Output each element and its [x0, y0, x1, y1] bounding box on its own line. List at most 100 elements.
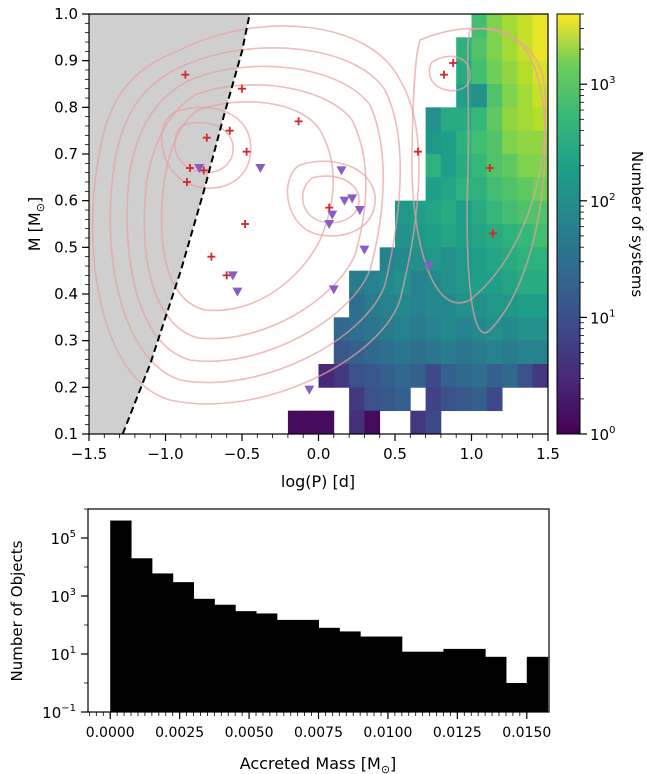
heatmap-cell — [425, 317, 442, 342]
colorbar-tick-label: 102 — [590, 192, 615, 211]
heatmap-cell — [532, 270, 548, 295]
heatmap-cell — [486, 14, 503, 38]
heatmap-cell — [486, 270, 503, 295]
heatmap-cell — [532, 247, 548, 272]
heatmap-cell — [456, 224, 472, 248]
heatmap-cell — [502, 14, 518, 38]
heatmap-cell — [471, 84, 488, 108]
histogram-bar — [401, 651, 424, 712]
y-axis-label-group: M [M⊙] — [25, 197, 47, 251]
heatmap-cell — [517, 107, 534, 132]
heatmap-cell — [532, 130, 548, 155]
heatmap-cell — [364, 410, 381, 434]
heatmap-cell — [486, 84, 503, 108]
plus-marker — [485, 164, 494, 172]
heatmap-cell — [425, 107, 442, 132]
heatmap-cell — [440, 364, 457, 388]
histogram-bar — [256, 613, 278, 712]
heatmap-cell — [379, 247, 396, 272]
x-tick-label: 1.5 — [536, 445, 560, 463]
density-contour — [466, 27, 546, 334]
heatmap-cell — [425, 154, 442, 178]
heatmap-cell — [502, 177, 518, 202]
triangle-marker — [327, 210, 338, 220]
heatmap-cell — [471, 107, 488, 132]
y-tick-label: 0.9 — [54, 52, 78, 70]
heatmap-cell — [456, 270, 472, 295]
histogram-bar — [443, 648, 465, 712]
density-contour — [301, 175, 360, 224]
forbidden-region — [89, 14, 250, 434]
x-tick-label: −1.0 — [147, 445, 183, 463]
heatmap-cell — [440, 130, 457, 155]
triangle-marker — [194, 164, 205, 173]
heatmap-cell — [532, 317, 548, 342]
y-tick-label: 0.8 — [54, 98, 78, 116]
heatmap-cell — [471, 154, 488, 178]
heatmap-cell — [410, 410, 426, 434]
heatmap-cell — [502, 130, 518, 155]
heatmap-cell — [532, 14, 548, 38]
heatmap-cell — [410, 317, 426, 342]
triangle-marker — [347, 194, 358, 204]
heatmap-cell — [502, 60, 518, 85]
heatmap-cell — [379, 364, 396, 388]
heatmap-cell — [410, 364, 426, 388]
heatmap-cell — [395, 317, 411, 342]
density-contour — [286, 160, 376, 237]
hist-y-axis-label: Number of Objects — [8, 540, 26, 681]
triangle-marker — [359, 245, 370, 255]
plus-markers — [181, 59, 497, 280]
heatmap-cell — [395, 224, 411, 248]
heatmap-cell — [471, 294, 488, 318]
heatmap-cell — [349, 364, 365, 388]
heatmap-cell — [502, 37, 518, 62]
hist-y-tick-label: 105 — [51, 529, 76, 548]
density-contour — [160, 101, 334, 312]
heatmap-cell — [517, 340, 534, 365]
histogram-bar — [505, 683, 528, 712]
density-contour — [428, 55, 471, 92]
heatmap-cell — [471, 364, 488, 388]
heatmap-cell — [425, 224, 442, 248]
heatmap-cell — [364, 340, 381, 365]
y-tick-label: 0.7 — [54, 145, 78, 163]
hist-y-axis-ticks: 10−1 101 103 105 — [42, 508, 88, 722]
heatmap-cell — [440, 177, 457, 202]
heatmap-cell — [440, 270, 457, 295]
heatmap-cell — [502, 247, 518, 272]
heatmap-cell — [349, 294, 365, 318]
heatmap-cell — [471, 14, 488, 38]
heatmap-cells — [287, 14, 548, 434]
heatmap-cell — [502, 84, 518, 108]
colorbar-gradient — [557, 14, 580, 434]
y-tick-label: 0.3 — [54, 332, 78, 350]
density-contour — [126, 65, 384, 362]
heatmap-cell — [486, 130, 503, 155]
heatmap-cell — [425, 364, 442, 388]
hist-x-tick-label: 0.0150 — [502, 725, 551, 741]
triangle-marker — [227, 271, 238, 281]
heatmap-cell — [471, 387, 488, 412]
heatmap-cell — [456, 340, 472, 365]
histogram-bar — [276, 619, 299, 712]
histogram-bar — [110, 520, 132, 712]
heatmap-cell — [456, 317, 472, 342]
heatmap-cell — [440, 107, 457, 132]
hist-y-tick-label: 103 — [51, 587, 76, 606]
heatmap-cell — [333, 340, 350, 365]
heatmap-cell — [379, 317, 396, 342]
heatmap-cell — [517, 14, 534, 38]
heatmap-cell — [486, 60, 503, 85]
heatmap-cell — [440, 317, 457, 342]
y-axis-ticks: 0.1 0.2 0.3 0.4 0.5 0.6 0.7 0.8 0.9 1.0 — [54, 5, 89, 443]
heatmap-cell — [486, 177, 503, 202]
heatmap-cell — [456, 247, 472, 272]
heatmap-cell — [486, 200, 503, 225]
plus-marker — [199, 166, 208, 175]
plus-marker — [241, 220, 250, 228]
x-tick-label: −1.5 — [71, 445, 107, 463]
heatmap-cell — [502, 340, 518, 365]
heatmap-cell — [303, 410, 319, 434]
